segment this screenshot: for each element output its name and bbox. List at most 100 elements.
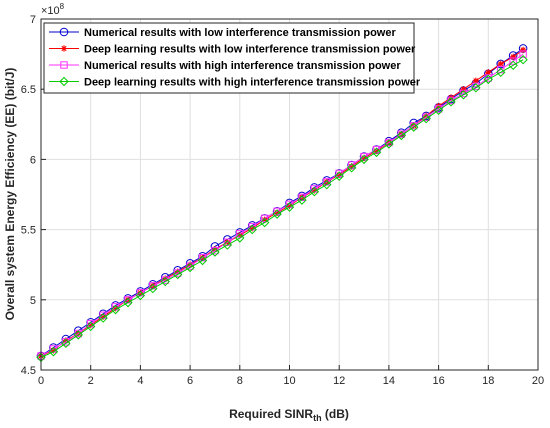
data-point (259, 217, 270, 228)
data-point (110, 304, 121, 315)
x-tick-label: 20 (532, 375, 544, 387)
data-point (284, 202, 295, 212)
x-tick-label: 10 (283, 375, 295, 387)
data-point (186, 261, 194, 268)
data-point (73, 330, 83, 340)
y-tick-label: 6 (30, 154, 36, 166)
data-point (48, 347, 59, 357)
data-point (322, 179, 332, 190)
y-axis-exponent: ×108 (41, 2, 65, 17)
data-point (433, 105, 444, 115)
data-point (286, 202, 293, 209)
data-point (185, 262, 195, 273)
data-point (162, 275, 169, 282)
data-point (483, 74, 494, 85)
data-point (446, 97, 456, 107)
data-point (99, 313, 107, 320)
data-point (336, 171, 343, 179)
x-tick-label: 2 (88, 375, 94, 387)
data-point (309, 186, 320, 197)
y-tick-label: 5 (30, 295, 36, 307)
data-point (62, 337, 70, 344)
x-tick-label: 16 (432, 375, 444, 387)
x-tick-label: 8 (237, 375, 243, 387)
data-point (334, 171, 344, 181)
data-point (247, 224, 257, 235)
data-point (272, 209, 282, 219)
legend-entry: Deep learning results with low interfere… (84, 44, 416, 56)
legend-marker (59, 76, 69, 87)
data-point (518, 55, 528, 65)
y-tick-label: 7 (30, 14, 36, 26)
legend-entry: Numerical results with low interference … (84, 27, 396, 39)
legend-entry: Numerical results with high interference… (84, 60, 401, 72)
data-point (174, 268, 181, 275)
data-point (359, 154, 369, 165)
series-line (40, 59, 524, 358)
data-point (497, 60, 504, 68)
data-point (297, 195, 307, 205)
x-tick-label: 4 (137, 375, 143, 387)
data-point (348, 163, 355, 170)
series-line (40, 53, 524, 357)
data-point (236, 232, 243, 239)
series-diamond (36, 55, 528, 363)
data-point (160, 276, 170, 287)
data-point (172, 269, 183, 280)
data-point (496, 67, 506, 78)
data-point (85, 321, 96, 332)
series-line (40, 49, 524, 357)
x-tick-label: 0 (38, 375, 44, 387)
data-point (222, 240, 233, 250)
legend-entry: Deep learning results with high interfer… (84, 77, 421, 89)
legend-marker (60, 45, 68, 52)
x-tick-label: 6 (187, 375, 193, 387)
legend-box (43, 22, 415, 94)
data-point (123, 297, 133, 308)
axis-ticks: 0 2 4 6 8 10 12 14 16 18 20 4.5 5 5.5 6 6.5 7 (21, 14, 544, 387)
data-point (485, 69, 492, 76)
data-point (112, 305, 119, 312)
data-point (373, 147, 380, 155)
x-tick-label: 12 (333, 375, 345, 387)
data-point (360, 154, 368, 162)
data-point (371, 147, 382, 158)
data-point (261, 216, 268, 223)
x-tick-label: 18 (482, 375, 494, 387)
data-point (421, 113, 431, 124)
data-point (260, 214, 269, 223)
data-point (519, 46, 527, 54)
data-point (396, 130, 407, 141)
data-point (422, 112, 430, 120)
data-point (508, 60, 518, 71)
legend: Numerical results with low interference … (43, 22, 421, 94)
data-point (471, 83, 481, 93)
data-point (460, 86, 467, 93)
data-point (148, 283, 158, 294)
data-point (519, 50, 527, 58)
y-tick-label: 6.5 (21, 84, 36, 96)
series-line (40, 48, 524, 357)
data-point (98, 313, 108, 323)
data-point (384, 139, 394, 149)
data-point (249, 224, 256, 232)
data-point (346, 163, 357, 173)
data-point (409, 122, 419, 132)
data-point (236, 230, 244, 238)
legend-marker (60, 61, 68, 69)
data-point (211, 246, 219, 253)
data-point (61, 338, 71, 349)
y-axis-label: Overall system Energy Efficiency (EE) (b… (3, 68, 17, 321)
legend-marker (59, 27, 69, 37)
data-point (87, 321, 94, 329)
data-point (50, 347, 57, 354)
x-axis-label: Required SINRth (dB) (229, 407, 349, 423)
data-point (135, 290, 146, 301)
data-point (472, 77, 480, 84)
data-point (235, 233, 245, 243)
data-point (509, 57, 517, 65)
y-tick-label: 5.5 (21, 225, 36, 237)
x-tick-label: 14 (383, 375, 395, 387)
data-point (210, 247, 220, 257)
data-point (509, 53, 517, 61)
